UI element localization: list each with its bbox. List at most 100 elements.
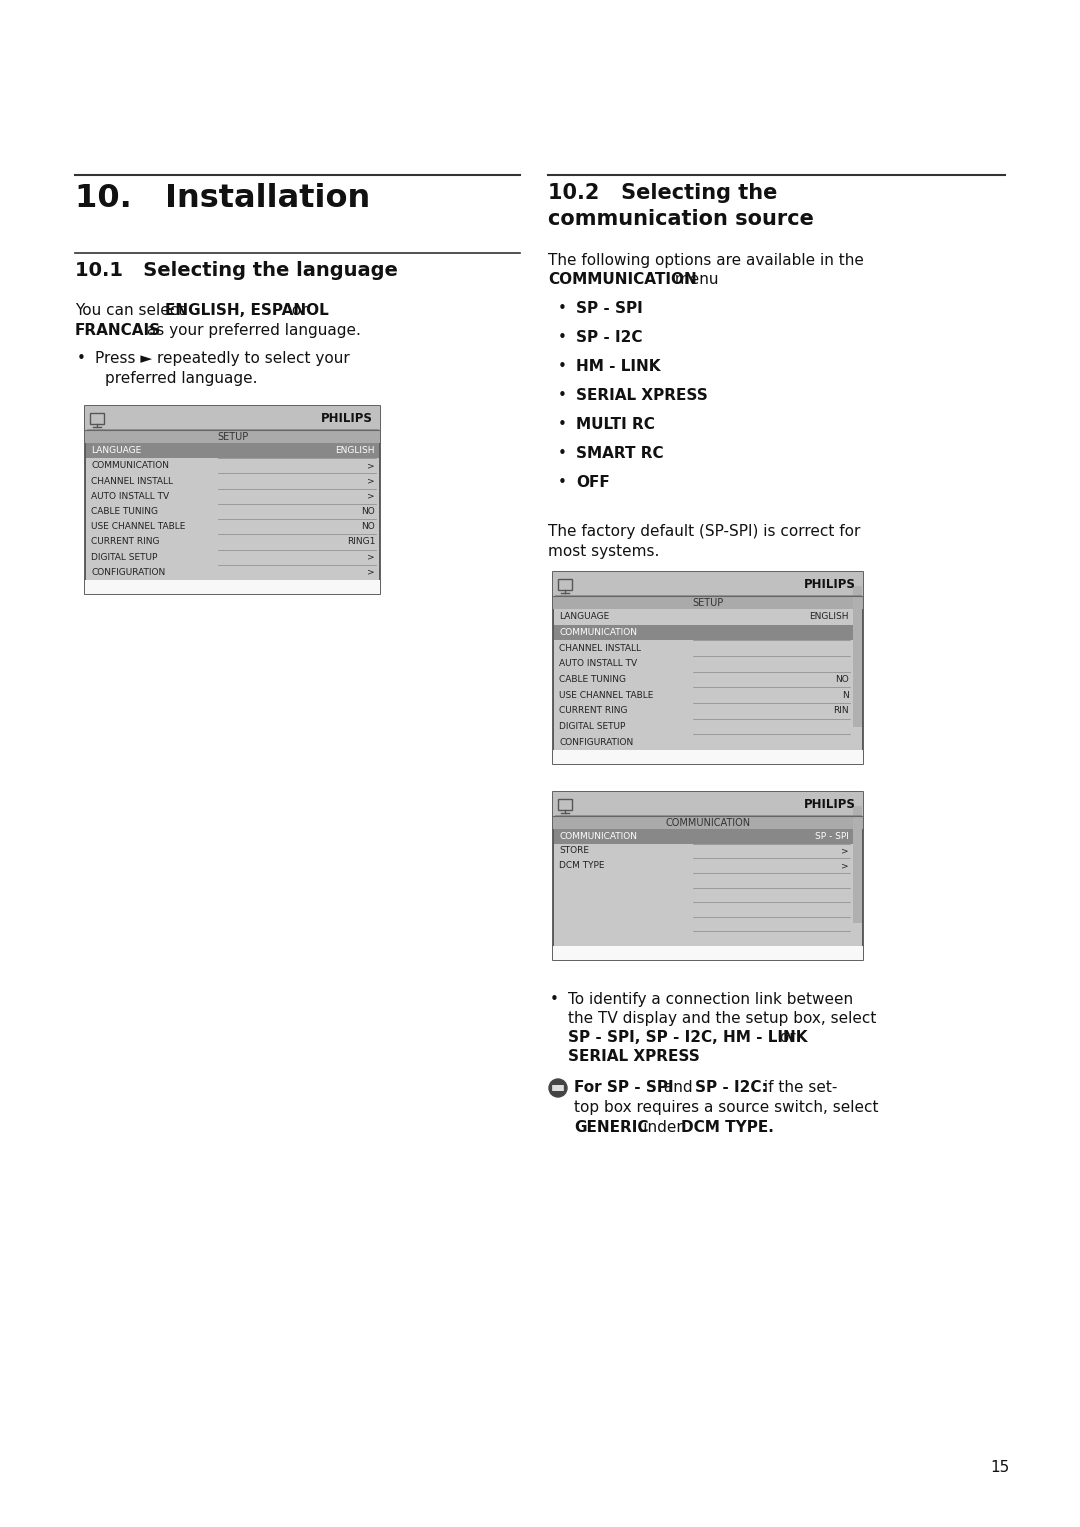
Text: >: > [367, 461, 375, 470]
Text: >: > [841, 861, 849, 870]
Text: ENGLISH, ESPANOL: ENGLISH, ESPANOL [165, 302, 328, 318]
Text: AUTO INSTALL TV: AUTO INSTALL TV [91, 492, 170, 501]
Text: RING1: RING1 [347, 538, 375, 547]
Text: SERIAL XPRESS: SERIAL XPRESS [568, 1049, 700, 1064]
Bar [553, 573, 863, 764]
Text: or: or [287, 302, 308, 318]
Text: menu: menu [670, 272, 718, 287]
Text: SERIAL XPRESS: SERIAL XPRESS [576, 388, 707, 403]
Circle shape [549, 1080, 567, 1096]
Text: preferred language.: preferred language. [105, 371, 257, 386]
Bar [85, 406, 380, 431]
Text: NO: NO [361, 507, 375, 516]
Bar [853, 586, 862, 727]
Text: >: > [367, 568, 375, 577]
Text: The factory default (SP-SPI) is correct for: The factory default (SP-SPI) is correct … [548, 524, 861, 539]
Text: 10.1   Selecting the language: 10.1 Selecting the language [75, 261, 397, 279]
Text: ENGLISH: ENGLISH [810, 612, 849, 621]
Text: >: > [367, 492, 375, 501]
Text: DCM TYPE.: DCM TYPE. [681, 1119, 774, 1135]
Bar [558, 579, 572, 589]
Text: COMMUNICATION: COMMUNICATION [665, 817, 751, 828]
Bar [853, 806, 862, 922]
Text: DIGITAL SETUP: DIGITAL SETUP [559, 722, 625, 731]
Text: >: > [367, 476, 375, 486]
Text: as your preferred language.: as your preferred language. [141, 324, 361, 337]
Bar [553, 793, 863, 815]
Text: LANGUAGE: LANGUAGE [91, 446, 141, 455]
Text: HM - LINK: HM - LINK [576, 359, 661, 374]
Text: FRANCAIS: FRANCAIS [75, 324, 161, 337]
Text: OFF: OFF [576, 475, 610, 490]
Bar [553, 596, 863, 609]
Text: RIN: RIN [834, 707, 849, 715]
Text: Press ► repeatedly to select your: Press ► repeatedly to select your [95, 351, 350, 366]
Text: SETUP: SETUP [692, 597, 724, 608]
Text: 10.2   Selecting the: 10.2 Selecting the [548, 183, 778, 203]
Text: 15: 15 [990, 1460, 1010, 1475]
Text: •: • [77, 351, 86, 366]
Text: •: • [558, 388, 567, 403]
Bar [86, 443, 379, 458]
Bar [554, 829, 853, 843]
Text: For SP - SPI: For SP - SPI [573, 1080, 674, 1095]
Text: SETUP: SETUP [217, 432, 248, 441]
Text: •: • [558, 359, 567, 374]
Text: CABLE TUNING: CABLE TUNING [91, 507, 158, 516]
Bar [558, 799, 572, 809]
Text: PHILIPS: PHILIPS [321, 411, 373, 425]
Text: >: > [367, 553, 375, 562]
Text: You can select: You can select [75, 302, 189, 318]
Text: The following options are available in the: The following options are available in t… [548, 253, 864, 269]
Text: >: > [841, 846, 849, 855]
Text: SP - SPI: SP - SPI [576, 301, 643, 316]
Text: •: • [550, 993, 558, 1006]
Text: CURRENT RING: CURRENT RING [559, 707, 627, 715]
Text: PHILIPS: PHILIPS [805, 797, 856, 811]
Text: NO: NO [361, 522, 375, 531]
Text: SP - SPI: SP - SPI [815, 832, 849, 841]
Text: USE CHANNEL TABLE: USE CHANNEL TABLE [559, 690, 653, 699]
Bar [553, 947, 863, 960]
Text: .: . [669, 1049, 673, 1064]
Text: USE CHANNEL TABLE: USE CHANNEL TABLE [91, 522, 186, 531]
Text: ENGLISH: ENGLISH [336, 446, 375, 455]
Text: MULTI RC: MULTI RC [576, 417, 654, 432]
Text: SP - I2C:: SP - I2C: [696, 1080, 768, 1095]
Bar [553, 793, 863, 960]
Text: PHILIPS: PHILIPS [805, 577, 856, 591]
Text: LANGUAGE: LANGUAGE [559, 612, 609, 621]
Text: CURRENT RING: CURRENT RING [91, 538, 160, 547]
Text: DCM TYPE: DCM TYPE [559, 861, 605, 870]
Text: COMMUNICATION: COMMUNICATION [559, 832, 637, 841]
Bar [553, 750, 863, 764]
Text: CONFIGURATION: CONFIGURATION [559, 738, 633, 747]
Text: communication source: communication source [548, 209, 814, 229]
Text: SMART RC: SMART RC [576, 446, 663, 461]
Text: •: • [558, 301, 567, 316]
Bar [85, 580, 380, 594]
Text: GENERIC: GENERIC [573, 1119, 648, 1135]
Text: and: and [659, 1080, 698, 1095]
Text: or: or [775, 1031, 796, 1044]
Text: •: • [558, 475, 567, 490]
Text: CONFIGURATION: CONFIGURATION [91, 568, 165, 577]
Text: most systems.: most systems. [548, 544, 660, 559]
Text: COMMUNICATION: COMMUNICATION [91, 461, 168, 470]
Text: CHANNEL INSTALL: CHANNEL INSTALL [559, 644, 642, 652]
Bar [85, 431, 380, 443]
Text: CABLE TUNING: CABLE TUNING [559, 675, 626, 684]
Text: COMMUNICATION: COMMUNICATION [548, 272, 697, 287]
Text: AUTO INSTALL TV: AUTO INSTALL TV [559, 660, 637, 669]
Text: under: under [633, 1119, 688, 1135]
Text: SP - I2C: SP - I2C [576, 330, 643, 345]
Text: NO: NO [835, 675, 849, 684]
Bar [553, 815, 863, 829]
Bar [85, 406, 380, 594]
Text: top box requires a source switch, select: top box requires a source switch, select [573, 1099, 878, 1115]
Text: the TV display and the setup box, select: the TV display and the setup box, select [568, 1011, 876, 1026]
Text: •: • [558, 417, 567, 432]
Bar [553, 573, 863, 596]
Text: To identify a connection link between: To identify a connection link between [568, 993, 853, 1006]
Text: •: • [558, 446, 567, 461]
